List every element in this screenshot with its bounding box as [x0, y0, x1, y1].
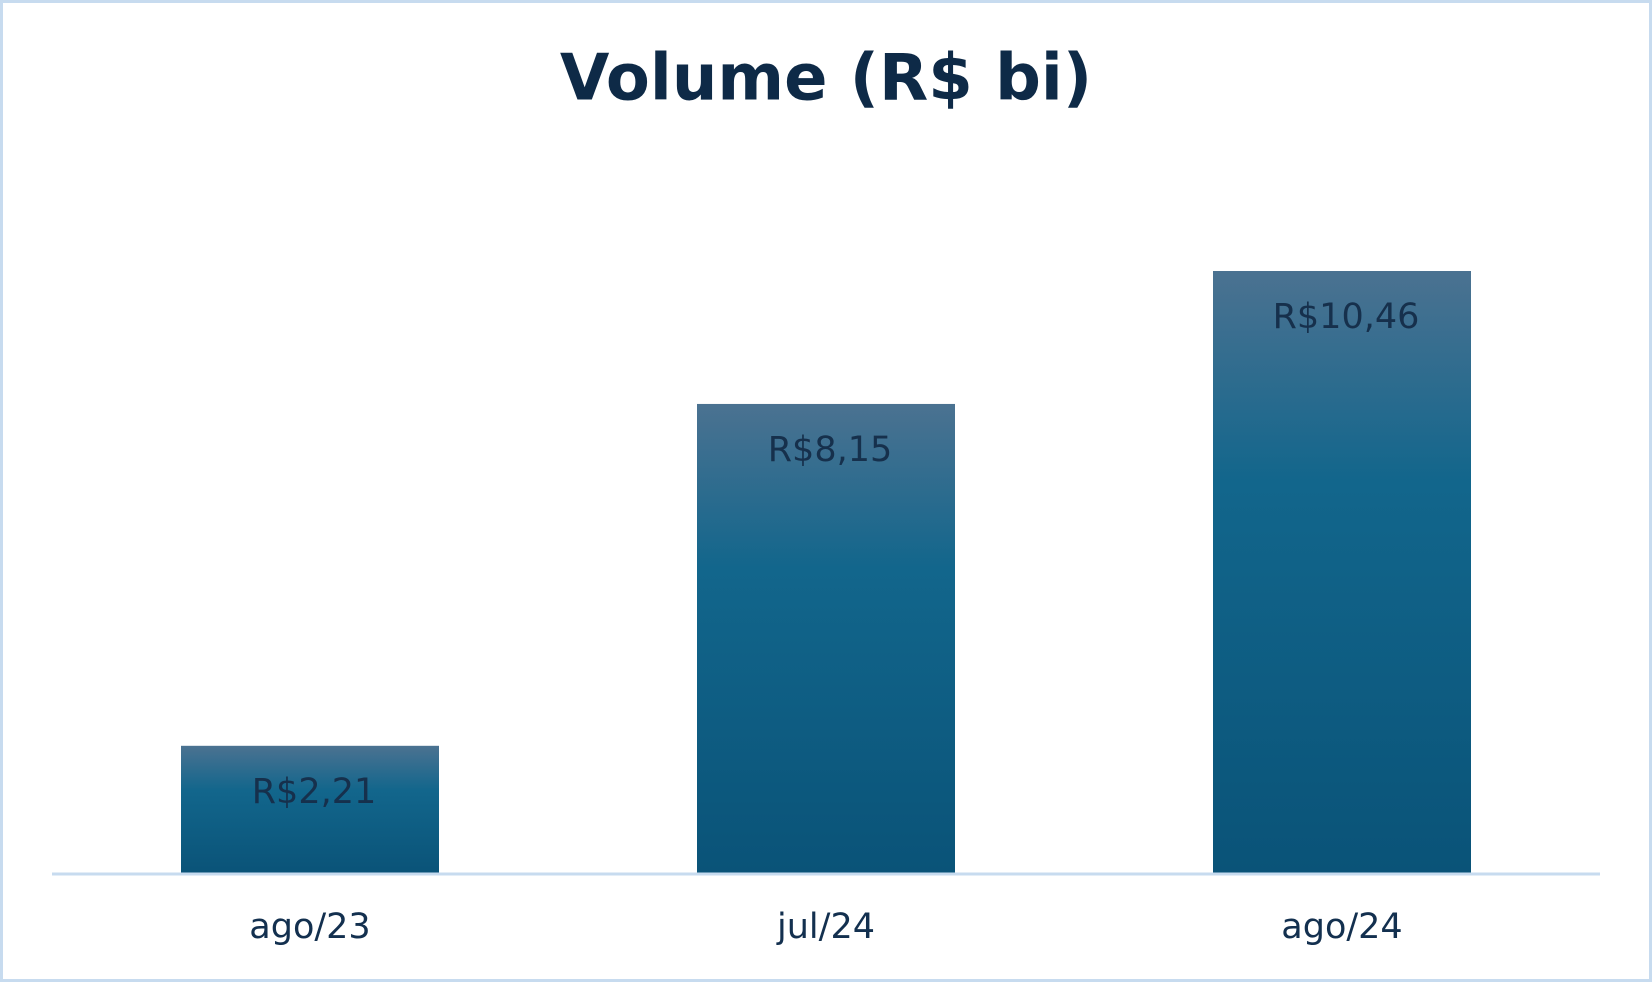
x-tick-label: ago/24 — [1281, 907, 1402, 947]
chart-title: Volume (R$ bi) — [560, 42, 1092, 116]
bar — [697, 403, 955, 873]
x-tick-label: jul/24 — [776, 907, 875, 947]
bar — [1213, 271, 1471, 873]
value-label: R$10,46 — [1273, 297, 1420, 337]
x-tick-label: ago/23 — [249, 907, 370, 947]
value-label: R$8,15 — [768, 430, 893, 470]
value-label: R$2,21 — [252, 772, 377, 812]
bar — [181, 745, 439, 873]
